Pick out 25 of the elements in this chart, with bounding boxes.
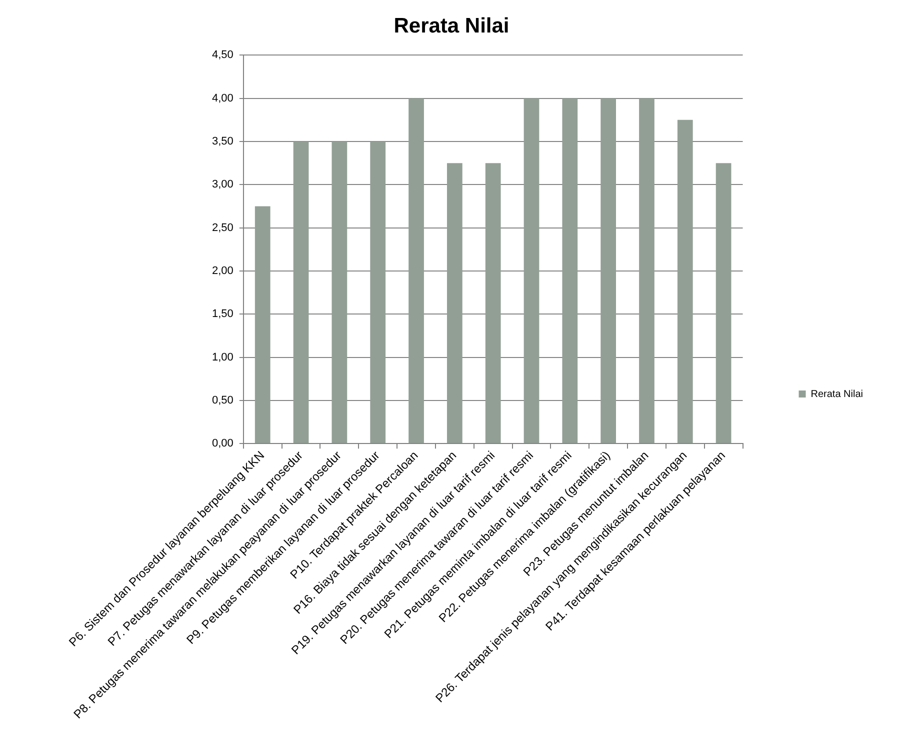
bar — [332, 142, 348, 444]
bar — [293, 142, 309, 444]
bar — [639, 98, 654, 444]
bar — [677, 120, 693, 444]
bar — [562, 98, 578, 444]
y-tick-label: 2,00 — [212, 265, 234, 278]
y-tick-label: 3,50 — [212, 136, 234, 148]
bar — [600, 98, 616, 444]
bar — [370, 142, 386, 444]
bar — [446, 163, 462, 444]
y-tick-label: 3,00 — [212, 178, 234, 191]
y-tick-label: 1,00 — [212, 351, 234, 364]
legend-label: Rerata Nilai — [810, 388, 864, 400]
y-tick-label: 4,00 — [212, 92, 234, 104]
bar — [716, 163, 732, 444]
bar — [524, 98, 540, 444]
y-tick-label: 1,50 — [212, 308, 234, 320]
bar — [408, 98, 424, 444]
bar — [254, 206, 270, 444]
y-tick-label: 0,00 — [212, 438, 234, 450]
y-tick-label: 2,50 — [212, 222, 234, 234]
y-tick-label: 4,50 — [212, 49, 234, 62]
y-tick-label: 0,50 — [212, 394, 234, 406]
bar — [485, 163, 501, 444]
chart-title: Rerata Nilai — [394, 14, 510, 38]
